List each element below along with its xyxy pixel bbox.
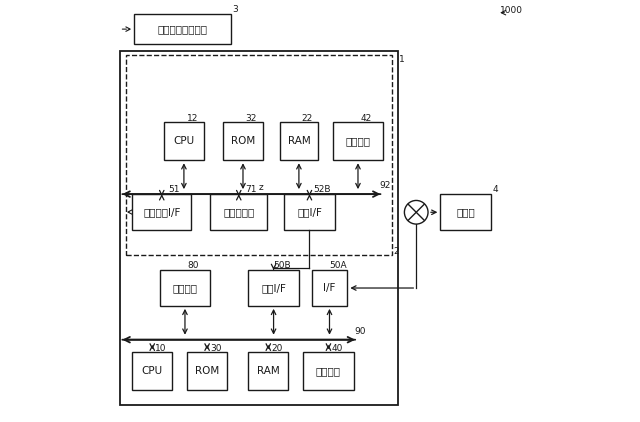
Bar	[333, 122, 383, 160]
Text: 3: 3	[233, 5, 239, 14]
Bar	[187, 352, 227, 390]
Text: RAM: RAM	[257, 366, 280, 376]
Text: 4: 4	[492, 185, 498, 195]
Text: 外部接続I/F: 外部接続I/F	[143, 207, 180, 217]
Bar	[440, 194, 491, 230]
Text: 認証情報読取装置: 認証情報読取装置	[158, 24, 208, 34]
Text: 12: 12	[187, 114, 198, 123]
Bar	[132, 352, 172, 390]
Text: 50B: 50B	[273, 261, 291, 271]
Text: 92: 92	[380, 181, 391, 190]
Text: エンジン: エンジン	[172, 283, 198, 293]
Bar	[134, 14, 232, 44]
Bar	[248, 352, 289, 390]
Bar	[132, 194, 191, 230]
Text: 内部I/F: 内部I/F	[261, 283, 286, 293]
Text: 51: 51	[169, 185, 180, 195]
Text: 記憶媒体: 記憶媒体	[346, 136, 371, 146]
Text: 42: 42	[361, 114, 372, 123]
Text: I/F: I/F	[323, 283, 336, 293]
Text: 1: 1	[399, 54, 405, 64]
Text: 80: 80	[188, 261, 199, 271]
Text: RAM: RAM	[287, 136, 310, 146]
Bar	[164, 122, 204, 160]
Text: ROM: ROM	[195, 366, 220, 376]
Text: 入出力装置: 入出力装置	[223, 207, 254, 217]
Bar	[223, 122, 263, 160]
Bar	[120, 51, 398, 405]
Text: サーバ: サーバ	[456, 207, 475, 217]
Text: 22: 22	[301, 114, 313, 123]
Text: z: z	[259, 183, 263, 192]
Text: 50A: 50A	[329, 261, 347, 271]
Circle shape	[404, 200, 428, 224]
Text: 2: 2	[393, 246, 399, 256]
Text: 1000: 1000	[500, 6, 523, 15]
Bar	[312, 270, 348, 306]
Bar	[159, 270, 211, 306]
Text: CPU: CPU	[173, 136, 195, 146]
Bar	[248, 270, 299, 306]
Bar	[280, 122, 318, 160]
Bar	[303, 352, 354, 390]
Bar	[126, 55, 392, 255]
Text: ROM: ROM	[231, 136, 255, 146]
Text: 32: 32	[246, 114, 257, 123]
Text: 20: 20	[271, 344, 282, 353]
Text: 記憶媒体: 記憶媒体	[316, 366, 341, 376]
Text: 内部I/F: 内部I/F	[297, 207, 322, 217]
Bar	[211, 194, 268, 230]
Text: 90: 90	[355, 327, 366, 336]
Text: 40: 40	[331, 344, 342, 353]
Text: CPU: CPU	[141, 366, 163, 376]
Text: 10: 10	[155, 344, 166, 353]
Text: 52B: 52B	[314, 185, 331, 195]
Bar	[284, 194, 335, 230]
Text: 30: 30	[210, 344, 221, 353]
Text: 71: 71	[246, 185, 257, 195]
